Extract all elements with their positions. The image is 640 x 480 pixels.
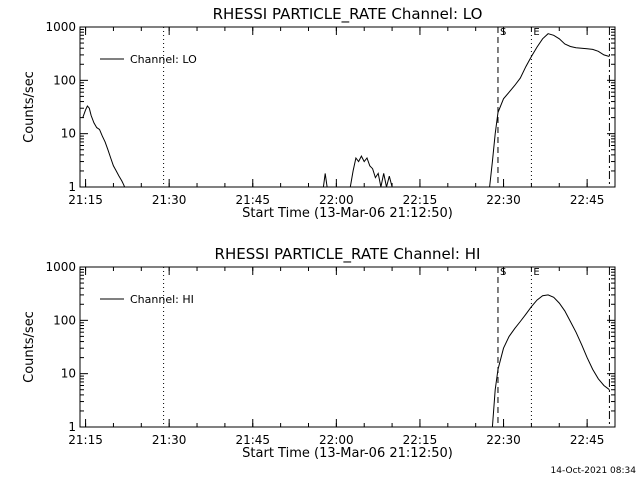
series-line (349, 154, 393, 188)
marker-label: S (500, 267, 506, 278)
y-tick-label: 100 (53, 73, 76, 87)
x-tick-label: 22:30 (486, 193, 521, 207)
y-tick-label: 1000 (45, 20, 76, 34)
x-tick-label: 22:15 (403, 433, 438, 447)
x-tick-label: 21:15 (68, 193, 103, 207)
y-tick-label: 1 (68, 180, 76, 194)
x-tick-label: 21:30 (152, 193, 187, 207)
marker-label: S (500, 27, 506, 38)
series-line (322, 173, 328, 188)
footer-timestamp: 14-Oct-2021 08:34 (551, 466, 637, 476)
legend-entry: Channel: HI (130, 293, 194, 306)
chart-panel-0: RHESSI PARTICLE_RATE Channel: LO Counts/s… (22, 5, 616, 221)
x-tick-label: 22:45 (570, 193, 605, 207)
x-tick-label: 22:30 (486, 433, 521, 447)
x-tick-label: 21:30 (152, 433, 187, 447)
chart-title: RHESSI PARTICLE_RATE Channel: LO (213, 5, 483, 24)
x-tick-label: 22:00 (319, 433, 354, 447)
y-axis-label: Counts/sec (22, 71, 37, 143)
x-axis-label: Start Time (13-Mar-06 21:12:50) (242, 446, 453, 461)
plot-frame (79, 26, 616, 188)
x-tick-label: 21:15 (68, 433, 103, 447)
x-tick-label: 22:15 (403, 193, 438, 207)
y-tick-label: 10 (61, 367, 76, 381)
x-tick-label: 22:00 (319, 193, 354, 207)
series-line (82, 105, 126, 188)
y-tick-label: 100 (53, 313, 76, 327)
series-line (491, 294, 610, 428)
marker-label: E (533, 27, 539, 38)
x-tick-label: 22:45 (570, 433, 605, 447)
y-tick-label: 1000 (45, 260, 76, 274)
x-tick-label: 21:45 (235, 193, 270, 207)
legend-entry: Channel: LO (130, 53, 197, 66)
x-tick-label: 21:45 (235, 433, 270, 447)
series-line (489, 33, 610, 188)
y-axis-label: Counts/sec (22, 311, 37, 383)
marker-label: E (533, 267, 539, 278)
chart-panel-1: RHESSI PARTICLE_RATE Channel: HI Counts/s… (22, 245, 616, 461)
y-tick-label: 10 (61, 127, 76, 141)
x-axis-label: Start Time (13-Mar-06 21:12:50) (242, 206, 453, 221)
y-tick-label: 1 (68, 420, 76, 434)
chart-title: RHESSI PARTICLE_RATE Channel: HI (215, 245, 481, 264)
plot-frame (79, 266, 616, 428)
